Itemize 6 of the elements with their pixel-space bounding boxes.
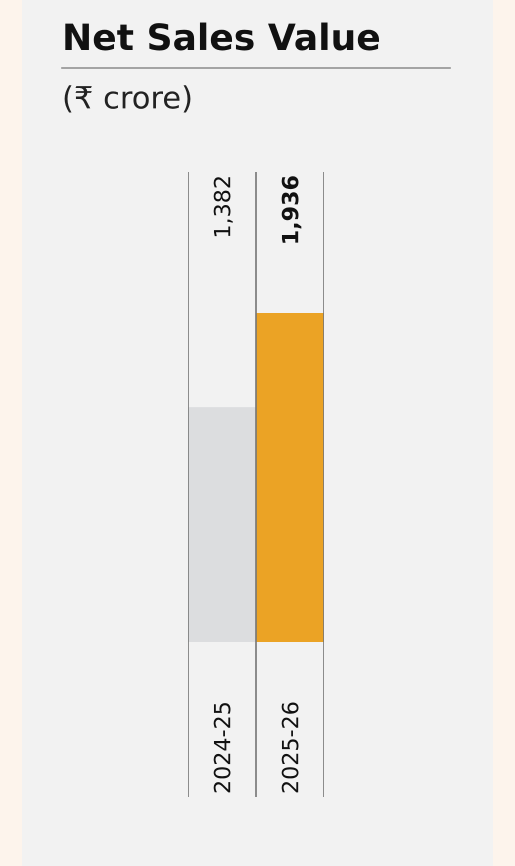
data-label: 1,382 xyxy=(214,177,233,236)
chart-title: Net Sales Value xyxy=(65,22,380,50)
chart-subtitle: (₹ crore) xyxy=(64,85,190,112)
data-label: 1,936 xyxy=(282,176,302,243)
x-tick-label: 2025-26 xyxy=(282,702,298,792)
x-tick-label: 2024-25 xyxy=(214,703,230,792)
